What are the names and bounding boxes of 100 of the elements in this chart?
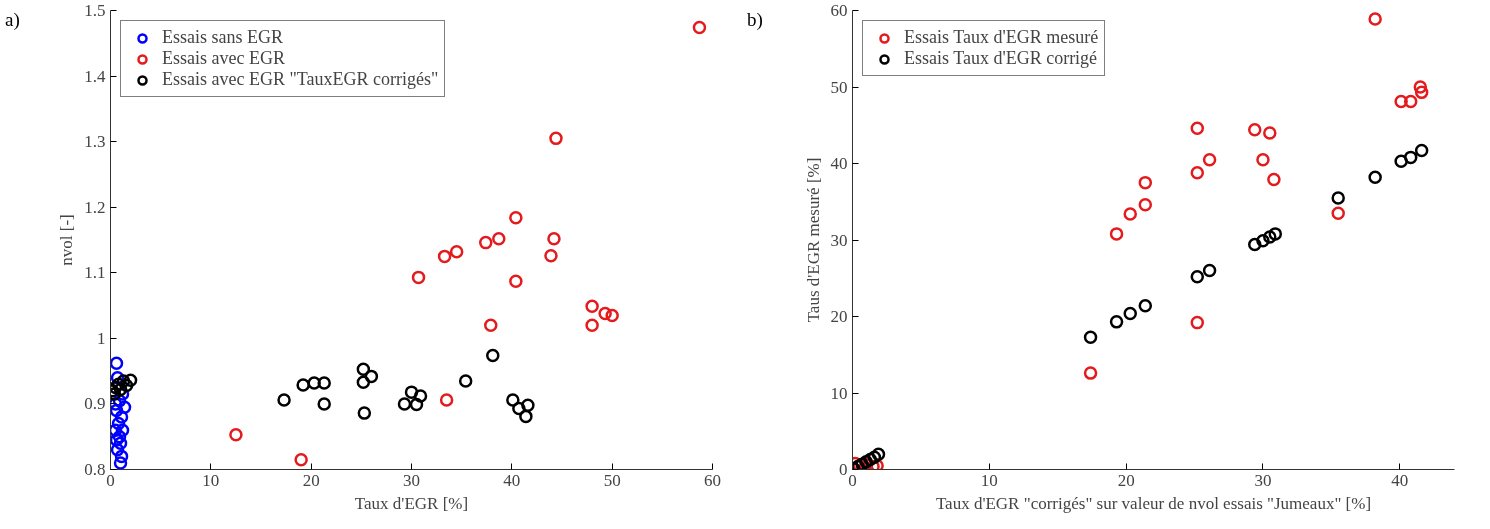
point	[1202, 152, 1217, 167]
point	[1202, 263, 1217, 278]
point	[1263, 126, 1277, 140]
point	[521, 398, 535, 412]
point	[364, 369, 379, 384]
y-tick-label: 10	[830, 383, 848, 403]
point	[1256, 152, 1270, 167]
point	[1109, 227, 1124, 241]
point	[296, 378, 310, 392]
point	[509, 210, 523, 225]
point	[409, 397, 424, 412]
point	[1109, 315, 1124, 329]
point	[1413, 80, 1428, 94]
point	[111, 416, 126, 431]
point	[113, 456, 128, 470]
y-tick-label: 60	[830, 1, 848, 20]
y-tick-label: 40	[830, 154, 848, 173]
y-tick-label: 20	[830, 307, 848, 326]
x-tick-label: 60	[704, 470, 721, 490]
point	[1368, 12, 1382, 26]
y-tick-label: 0.8	[84, 460, 106, 479]
point	[458, 374, 473, 388]
point	[692, 20, 707, 35]
point	[585, 318, 599, 332]
point	[484, 318, 498, 332]
point	[439, 393, 454, 407]
x-tick-label: 30	[403, 470, 420, 490]
x-tick-label: 30	[1254, 470, 1272, 490]
point	[307, 376, 321, 390]
legend-label: Essais sans EGR	[162, 27, 283, 48]
point	[585, 299, 599, 313]
point	[411, 270, 426, 285]
point	[317, 376, 331, 390]
point	[1190, 315, 1205, 330]
point	[115, 423, 130, 437]
y-tick-label: 1.5	[84, 1, 106, 20]
point	[1123, 207, 1137, 221]
point	[1403, 94, 1418, 109]
point	[1248, 237, 1262, 252]
point	[605, 308, 619, 323]
x-tick-label: 10	[202, 470, 220, 490]
point	[1083, 366, 1098, 380]
y-tick-label: 1.1	[84, 263, 106, 283]
point	[1267, 172, 1281, 187]
point	[112, 429, 127, 444]
point	[277, 393, 291, 407]
point	[110, 443, 125, 457]
y-tick-label: 1	[97, 328, 106, 348]
point	[1190, 121, 1205, 136]
point	[1138, 299, 1153, 313]
x-tick-label: 50	[603, 470, 621, 490]
point	[512, 401, 526, 416]
point	[1331, 191, 1345, 205]
point	[1138, 198, 1153, 212]
x-tick-label: 20	[302, 470, 320, 490]
point	[397, 397, 412, 411]
point	[1123, 306, 1137, 321]
point	[1394, 154, 1408, 168]
point	[1190, 165, 1205, 180]
point	[1083, 330, 1098, 344]
x-tick-label: 20	[1117, 470, 1135, 490]
point	[549, 131, 563, 146]
point	[117, 400, 132, 414]
point	[1268, 227, 1283, 241]
point	[1190, 269, 1205, 284]
point	[509, 274, 523, 289]
point	[317, 397, 331, 411]
point	[1256, 234, 1270, 248]
point	[123, 373, 138, 388]
point	[116, 374, 131, 388]
point	[1368, 170, 1382, 185]
point	[437, 249, 452, 264]
x-axis-title: Taux d'EGR "corrigés" sur valeur de nvol essais "Jumeaux" [%]	[935, 493, 1372, 513]
y-tick-label: 0.9	[84, 394, 106, 414]
point	[1394, 94, 1408, 109]
point	[114, 410, 129, 424]
point	[492, 231, 506, 246]
y-tick-label: 30	[830, 230, 848, 250]
y-axis-title: Taus d'EGR mesuré [%]	[803, 157, 823, 323]
x-tick-label: 10	[980, 470, 998, 490]
x-tick-label: 40	[1391, 470, 1409, 490]
point	[449, 245, 464, 259]
point	[1138, 175, 1153, 190]
point	[486, 348, 500, 363]
y-tick-label: 1.3	[84, 132, 106, 152]
text: a)	[5, 8, 20, 32]
point	[229, 428, 243, 442]
point	[1331, 206, 1345, 220]
point	[110, 356, 124, 371]
point	[1414, 143, 1429, 158]
point	[519, 409, 533, 424]
y-tick-label: 1.4	[84, 66, 106, 86]
point	[871, 447, 886, 461]
point	[413, 389, 428, 403]
x-tick-label: 40	[503, 470, 521, 490]
y-tick-label: 1.2	[84, 197, 106, 217]
point	[1263, 230, 1277, 244]
point	[404, 385, 419, 399]
point	[598, 306, 612, 321]
y-axis-title: nvol [-]	[57, 214, 77, 266]
